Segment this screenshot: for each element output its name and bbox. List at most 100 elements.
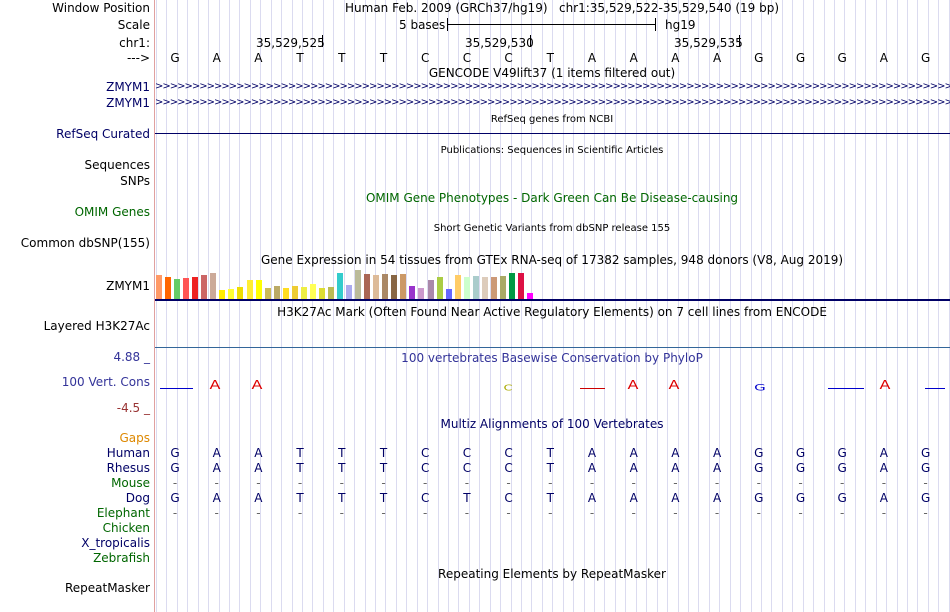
gtex-tissue-bar[interactable] [382,274,389,299]
gtex-tissue-bar[interactable] [291,286,298,299]
gtex-tissue-bar[interactable] [228,289,235,299]
snp-track-title[interactable]: Short Genetic Variants from dbSNP releas… [433,223,671,234]
gtex-tissue-bar[interactable] [219,290,226,299]
alignment-base: G [754,491,764,505]
reference-base: A [879,51,888,65]
gtex-tissue-bar[interactable] [346,285,353,299]
species-label-elephant[interactable]: Elephant [96,506,150,520]
gtex-tissue-bar[interactable] [391,275,398,299]
snps-track-label[interactable]: SNPs [120,174,150,188]
alignment-base: A [712,491,722,505]
gtex-tissue-bar[interactable] [210,273,217,299]
gtex-tissue-bar[interactable] [255,280,262,299]
publications-track-title[interactable]: Publications: Sequences in Scientific Ar… [440,145,664,156]
gtex-tissue-bar[interactable] [264,288,271,299]
gtex-tissue-bar[interactable] [165,277,172,299]
gtex-tissue-bar[interactable] [201,275,208,299]
gtex-tissue-bar[interactable] [518,273,524,299]
alignment-base: A [254,461,263,475]
gtex-tissue-bar[interactable] [246,280,253,299]
alignment-base: - [756,476,761,490]
gtex-tissue-bar[interactable] [373,275,380,299]
alignment-base: G [920,446,931,460]
gtex-tissue-bar[interactable] [337,273,343,299]
track-display-area[interactable]: Human Feb. 2009 (GRCh37/hg19) chr1:35,52… [155,0,950,612]
gtex-tissue-bar[interactable] [418,288,425,299]
gtex-tissue-bar[interactable] [327,287,334,299]
species-label-human[interactable]: Human [106,446,150,460]
gene-label-zmym1-1[interactable]: ZMYM1 [106,80,150,94]
gridline [792,0,793,612]
gene-label-zmym1-2[interactable]: ZMYM1 [106,96,150,110]
repeatmasker-track-title[interactable]: Repeating Elements by RepeatMasker [438,567,666,581]
gtex-tissue-bar[interactable] [481,277,488,299]
gene-model-zmym1-2[interactable]: >>>>>>>>>>>>>>>>>>>>>>>>>>>>>>>>>>>>>>>>… [155,97,950,108]
species-label-x_tropicalis[interactable]: X_tropicalis [81,536,150,550]
gtex-tissue-bar[interactable] [463,277,470,299]
gtex-track-title[interactable]: Gene Expression in 54 tissues from GTEx … [260,253,844,267]
species-label-rhesus[interactable]: Rhesus [106,461,150,475]
species-label-mouse[interactable]: Mouse [111,476,150,490]
gtex-tissue-bar[interactable] [183,278,190,299]
multiz-track-title[interactable]: Multiz Alignments of 100 Vertebrates [440,417,664,431]
gtex-tissue-bar[interactable] [527,293,534,299]
sequences-track-label[interactable]: Sequences [84,158,150,172]
alignment-base: C [420,491,430,505]
refseq-track-label[interactable]: RefSeq Curated [56,127,150,141]
alignment-base: A [712,461,722,475]
refseq-gene-line[interactable] [155,133,950,134]
alignment-base: - [214,476,219,490]
phylop-track-title[interactable]: 100 vertebrates Basewise Conservation by… [401,351,703,365]
gtex-tissue-bar[interactable] [355,270,362,299]
species-label-chicken[interactable]: Chicken [102,521,150,535]
species-label-zebrafish[interactable]: Zebrafish [93,551,150,565]
gtex-tissue-bar[interactable] [454,275,461,299]
gridline [250,0,251,612]
alignment-base: A [254,446,263,460]
species-label-dog[interactable]: Dog [125,491,150,505]
gridline [281,0,282,612]
gtex-tissue-bar[interactable] [273,286,280,299]
alignment-base: A [629,461,638,475]
h3k27ac-track-label[interactable]: Layered H3K27Ac [43,319,150,333]
gridline [427,0,428,612]
gtex-tissue-bar[interactable] [156,275,162,299]
pane-divider[interactable] [154,0,155,612]
gtex-tissue-bar[interactable] [174,279,181,299]
gtex-tissue-bar[interactable] [508,273,515,299]
gtex-gene-label[interactable]: ZMYM1 [106,279,150,293]
gtex-tissue-bar[interactable] [282,288,289,299]
refseq-track-title[interactable]: RefSeq genes from NCBI [490,114,614,125]
gtex-tissue-bar[interactable] [409,286,416,299]
conservation-track-label[interactable]: 100 Vert. Cons [61,375,150,389]
gtex-tissue-bar[interactable] [300,287,307,299]
alignment-base: C [462,461,472,475]
gtex-expression-bars[interactable] [155,266,555,299]
h3k27ac-track-title[interactable]: H3K27Ac Mark (Often Found Near Active Re… [277,305,827,319]
gtex-tissue-bar[interactable] [318,288,325,299]
repeatmasker-track-label[interactable]: RepeatMasker [64,581,150,595]
gtex-tissue-bar[interactable] [490,277,497,299]
gtex-tissue-bar[interactable] [427,280,434,299]
gene-model-zmym1-1[interactable]: >>>>>>>>>>>>>>>>>>>>>>>>>>>>>>>>>>>>>>>>… [155,81,950,92]
gtex-tissue-bar[interactable] [192,277,199,299]
gtex-tissue-bar[interactable] [445,289,452,299]
gridline [219,0,220,612]
gtex-tissue-bar[interactable] [309,284,316,299]
gtex-tissue-bar[interactable] [436,277,443,299]
reference-base: A [587,51,597,65]
gtex-tissue-bar[interactable] [499,276,506,299]
common-snp-track-label[interactable]: Common dbSNP(155) [20,236,150,250]
alignment-base: - [506,476,511,490]
gencode-track-title[interactable]: GENCODE V49lift37 (1 items filtered out) [428,66,676,80]
alignment-base: - [339,476,344,490]
gtex-tissue-bar[interactable] [364,274,371,299]
gridline [229,0,230,612]
gtex-tissue-bar[interactable] [472,276,479,299]
reference-base: G [837,51,847,65]
omim-track-title[interactable]: OMIM Gene Phenotypes - Dark Green Can Be… [365,191,739,205]
omim-track-label[interactable]: OMIM Genes [74,205,150,219]
gtex-tissue-bar[interactable] [400,274,407,299]
phylop-logo: A A C A A G A [160,379,945,393]
gtex-tissue-bar[interactable] [237,287,244,299]
